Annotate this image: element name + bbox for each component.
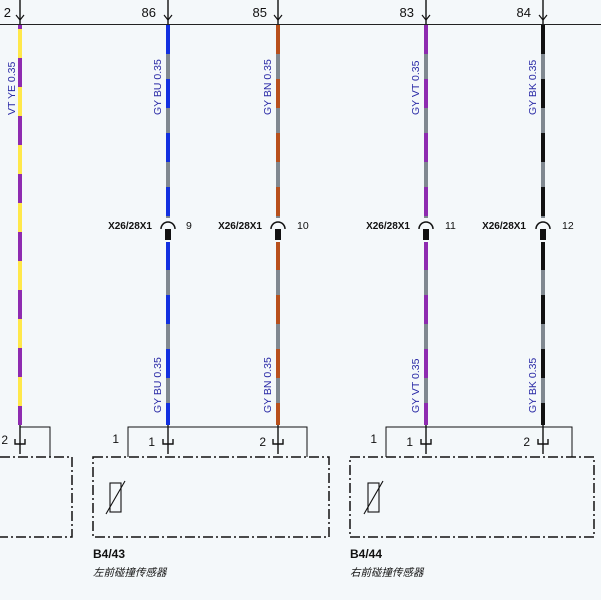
- wire-label-top: GY BK 0.35: [527, 60, 539, 115]
- component-boundary: [92, 456, 330, 538]
- component-pin-number: 2: [1, 433, 8, 447]
- wire-segment-lower: [424, 242, 428, 425]
- crash-sensor-icon: [363, 480, 384, 515]
- housing-pin-number: 1: [370, 432, 377, 446]
- wire-segment-lower: [166, 242, 170, 425]
- wire-label-top: GY BU 0.35: [152, 59, 164, 115]
- connector-label: X26/28X1: [366, 221, 410, 232]
- wire-label-top: GY VT 0.35: [410, 60, 422, 115]
- inline-connector-10: X26/28X1 10: [218, 220, 309, 240]
- component-pin-number: 1: [148, 435, 155, 449]
- component-pin-number: 2: [523, 435, 530, 449]
- component-code: B4/44: [350, 547, 382, 561]
- component-partial-left: 2: [0, 425, 73, 538]
- pin-icon: [275, 229, 281, 240]
- component-b4-43: 1 1 2 B4/43 左前碰撞传感器: [92, 425, 330, 579]
- connector-label: X26/28X1: [218, 221, 262, 232]
- connector-housing: [20, 426, 51, 457]
- component-code: B4/43: [93, 547, 125, 561]
- pin-icon: [540, 229, 546, 240]
- inline-connector-11: X26/28X1 11: [366, 220, 456, 240]
- housing-pin-number: 1: [112, 432, 119, 446]
- wire-gy-bk: 84 GY BK 0.35 GY BK 0.35: [517, 0, 548, 425]
- wire-gy-bu: 86 GY BU 0.35 GY BU 0.35: [142, 0, 173, 425]
- wire-segment-upper: [276, 25, 280, 218]
- top-pin-number: 86: [142, 5, 156, 20]
- terminal-icon: [162, 439, 174, 445]
- wire-segment-lower: [276, 242, 280, 425]
- connector-pin: 12: [562, 220, 574, 232]
- component-b4-44: 1 1 2 B4/44 右前碰撞传感器: [349, 425, 595, 579]
- wire-label-bottom: GY BK 0.35: [527, 358, 539, 413]
- terminal-icon: [14, 439, 26, 445]
- wire-segment-upper: [424, 25, 428, 218]
- wire-gy-vt: 83 GY VT 0.35 GY VT 0.35: [400, 0, 431, 425]
- component-boundary: [0, 456, 73, 538]
- terminal-icon: [537, 439, 549, 445]
- terminal-icon: [272, 439, 284, 445]
- fork-terminal-icon: [15, 14, 25, 21]
- socket-icon: [535, 221, 551, 230]
- connector-housing: [385, 426, 573, 457]
- top-pin-number: 83: [400, 5, 414, 20]
- wire-label-bottom: GY VT 0.35: [410, 358, 422, 413]
- socket-icon: [270, 221, 286, 230]
- wire-segment: [18, 25, 22, 425]
- wire-label-bottom: GY BU 0.35: [152, 357, 164, 413]
- wire-segment-upper: [541, 25, 545, 218]
- component-pin-number: 1: [406, 435, 413, 449]
- wire-gy-bn: 85 GY BN 0.35 GY BN 0.35: [253, 0, 283, 425]
- wire-segment-lower: [541, 242, 545, 425]
- wire-vt-ye: 2 VT YE 0.35: [4, 0, 25, 425]
- component-boundary: [349, 456, 595, 538]
- terminal-icon: [420, 439, 432, 445]
- wire-label-bottom: GY BN 0.35: [262, 357, 274, 413]
- socket-icon: [418, 221, 434, 230]
- connector-housing: [127, 426, 308, 457]
- connector-pin: 9: [186, 220, 192, 232]
- pin-icon: [423, 229, 429, 240]
- connector-label: X26/28X1: [108, 221, 152, 232]
- wire-label-top: GY BN 0.35: [262, 59, 274, 115]
- socket-icon: [160, 221, 176, 230]
- top-pin-number: 84: [517, 5, 531, 20]
- connector-pin: 10: [297, 220, 309, 232]
- wire-label: VT YE 0.35: [6, 62, 18, 115]
- inline-connector-12: X26/28X1 12: [482, 220, 574, 240]
- connector-label: X26/28X1: [482, 221, 526, 232]
- inline-connector-9: X26/28X1 9: [108, 220, 192, 240]
- component-description: 左前碰撞传感器: [93, 567, 168, 579]
- component-description: 右前碰撞传感器: [350, 567, 425, 579]
- fork-terminal-icon: [163, 14, 173, 21]
- fork-terminal-icon: [538, 14, 548, 21]
- wire-segment-upper: [166, 25, 170, 218]
- component-pin-number: 2: [259, 435, 266, 449]
- top-pin-number: 2: [4, 5, 11, 20]
- pin-icon: [165, 229, 171, 240]
- fork-terminal-icon: [273, 14, 283, 21]
- top-pin-number: 85: [253, 5, 267, 20]
- fork-terminal-icon: [421, 14, 431, 21]
- connector-pin: 11: [445, 220, 456, 232]
- crash-sensor-icon: [105, 480, 126, 515]
